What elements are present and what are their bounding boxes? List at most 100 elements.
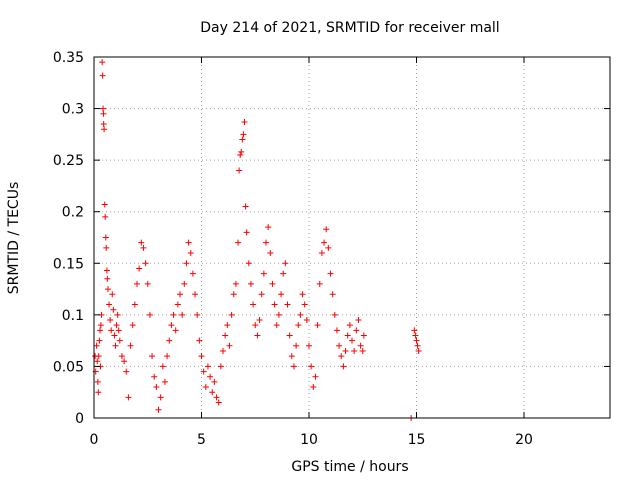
- data-point: [349, 337, 355, 344]
- data-point: [232, 280, 239, 287]
- data-point: [224, 322, 231, 329]
- data-point: [333, 327, 340, 334]
- data-point: [314, 322, 321, 329]
- data-point: [230, 291, 237, 298]
- data-point: [241, 118, 248, 125]
- data-point: [112, 342, 119, 349]
- data-point: [108, 327, 115, 334]
- data-point: [172, 327, 179, 334]
- data-point: [265, 224, 272, 231]
- data-point: [226, 342, 233, 349]
- data-point: [102, 213, 109, 220]
- data-point: [187, 249, 194, 256]
- data-point: [237, 151, 244, 158]
- data-point: [115, 327, 122, 334]
- data-point: [100, 110, 107, 117]
- data-point: [99, 59, 106, 66]
- data-point: [235, 239, 242, 246]
- data-point: [96, 337, 103, 344]
- data-point: [316, 280, 323, 287]
- data-point: [110, 306, 117, 313]
- data-point: [351, 347, 358, 354]
- data-point: [303, 317, 310, 324]
- data-point: [142, 260, 149, 267]
- x-tick-label: 10: [300, 432, 318, 448]
- data-point: [155, 406, 162, 413]
- data-point: [280, 270, 287, 277]
- data-point: [269, 280, 276, 287]
- data-point: [97, 322, 104, 329]
- data-point: [336, 342, 343, 349]
- data-point: [286, 332, 293, 339]
- data-point: [194, 311, 201, 318]
- x-tick-label: 0: [90, 432, 99, 448]
- data-point: [271, 301, 278, 308]
- data-point: [297, 311, 304, 318]
- data-point: [256, 317, 263, 324]
- data-point: [344, 332, 351, 339]
- data-point: [415, 347, 422, 354]
- data-point: [323, 226, 330, 233]
- data-point: [340, 363, 347, 370]
- data-point: [104, 286, 111, 293]
- y-axis-label: SRMTID / TECUs: [6, 182, 22, 295]
- data-point: [170, 311, 177, 318]
- data-point: [308, 363, 315, 370]
- data-point: [109, 291, 116, 298]
- data-point: [312, 373, 319, 380]
- data-point: [213, 394, 220, 401]
- data-point: [267, 249, 274, 256]
- data-point: [236, 167, 243, 174]
- data-point: [325, 244, 332, 251]
- data-point: [123, 368, 130, 375]
- data-point: [353, 327, 360, 334]
- y-tick-label: 0.05: [53, 359, 84, 375]
- data-point: [151, 373, 158, 380]
- data-point: [260, 270, 267, 277]
- data-point: [95, 353, 102, 360]
- y-tick-label: 0: [75, 411, 84, 427]
- data-point: [134, 280, 140, 287]
- data-point: [211, 378, 218, 385]
- data-point: [185, 239, 192, 246]
- data-point: [413, 337, 420, 344]
- data-point: [144, 280, 151, 287]
- data-point: [200, 368, 207, 375]
- data-point: [238, 148, 245, 155]
- data-point: [242, 203, 249, 210]
- x-tick-label: 20: [515, 432, 533, 448]
- data-point: [103, 244, 110, 251]
- data-point: [412, 332, 419, 339]
- data-point: [245, 260, 252, 267]
- data-point: [342, 347, 349, 354]
- data-point: [136, 265, 143, 272]
- data-point: [278, 291, 285, 298]
- data-point: [228, 311, 235, 318]
- data-point: [138, 239, 145, 246]
- data-point: [273, 322, 280, 329]
- data-point: [101, 201, 108, 208]
- data-point: [159, 363, 166, 370]
- y-tick-label: 0.2: [62, 205, 84, 221]
- data-point: [202, 384, 209, 391]
- data-point: [359, 347, 366, 354]
- data-point: [121, 358, 128, 365]
- data-point: [290, 363, 297, 370]
- data-point: [103, 267, 110, 274]
- data-point: [101, 126, 108, 133]
- x-axis-label: GPS time / hours: [291, 459, 408, 475]
- data-point: [102, 234, 109, 241]
- plot-frame: [93, 56, 611, 419]
- data-point: [243, 229, 250, 236]
- data-point: [222, 332, 229, 339]
- data-point: [113, 322, 120, 329]
- data-point: [204, 363, 211, 370]
- data-point: [94, 378, 101, 385]
- data-point: [177, 291, 183, 298]
- x-tick-label: 5: [197, 432, 206, 448]
- data-point: [189, 270, 196, 277]
- data-point: [247, 280, 254, 287]
- data-point: [414, 342, 421, 349]
